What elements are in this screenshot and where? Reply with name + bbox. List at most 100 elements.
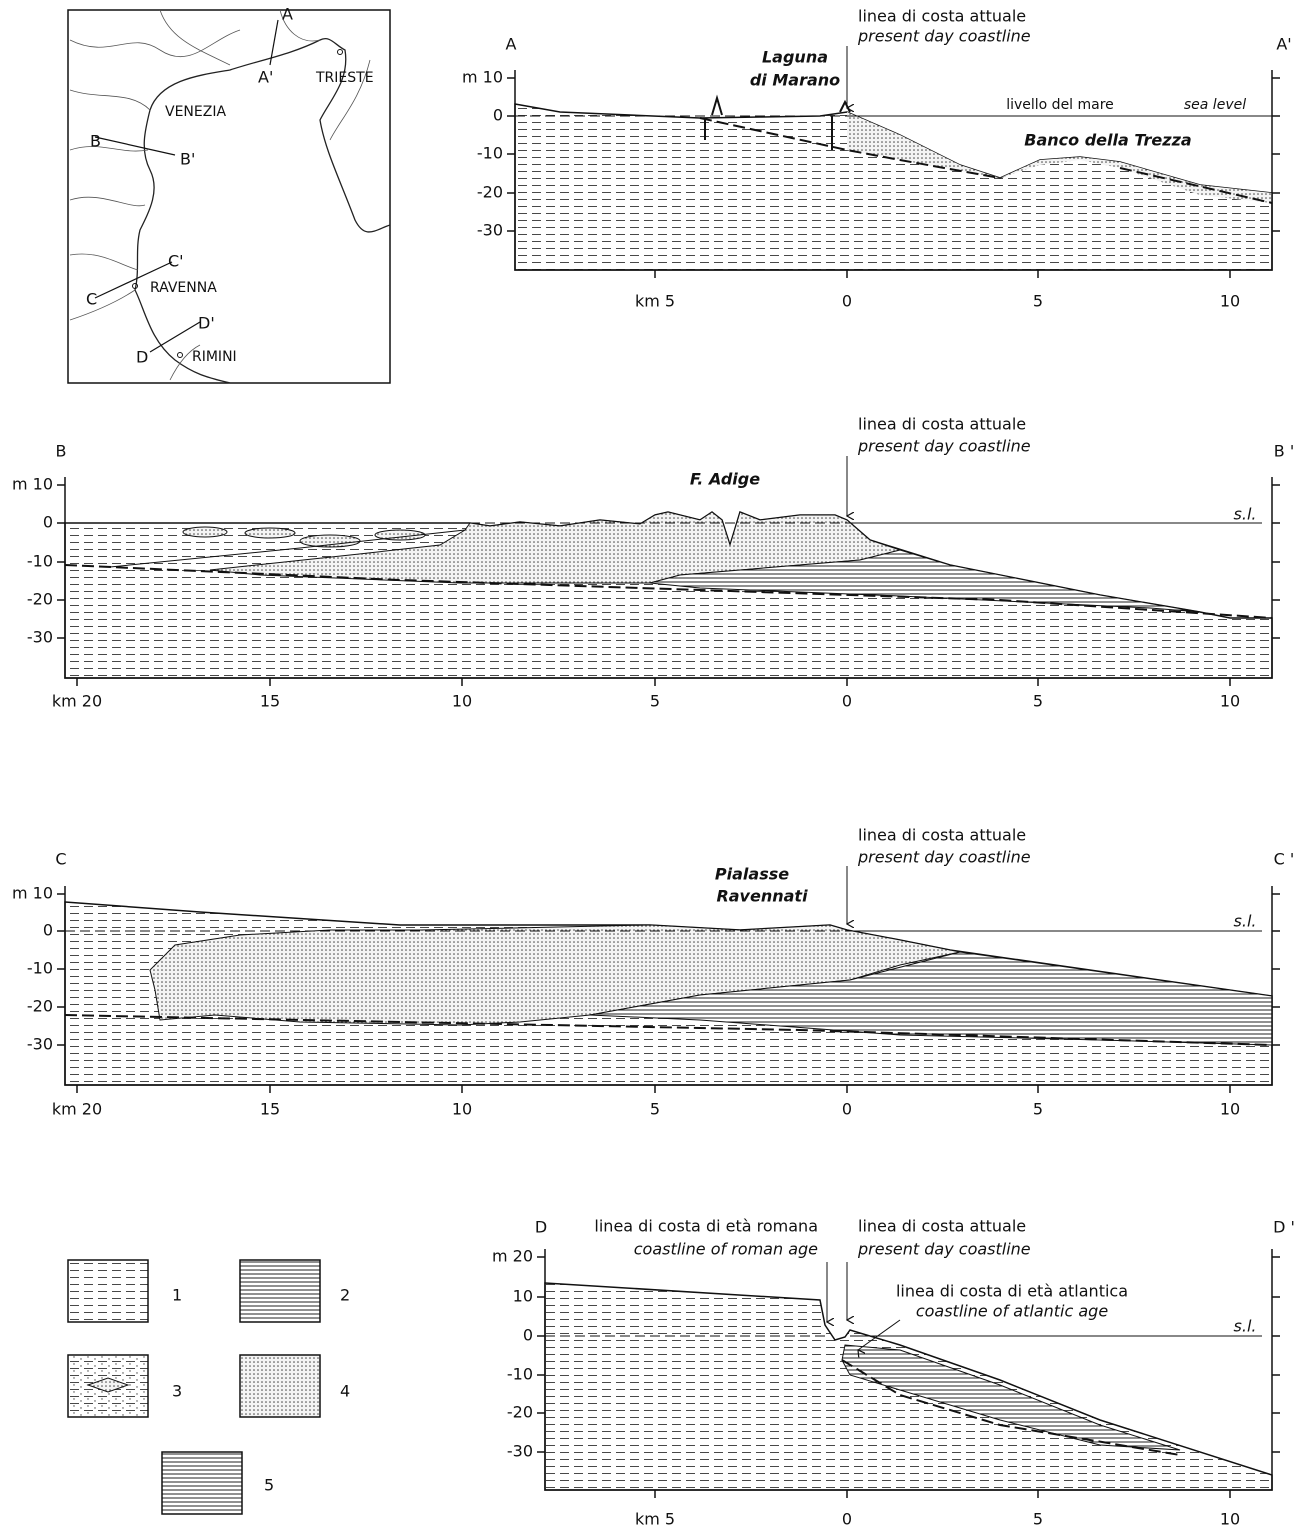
section-c-geology	[64, 901, 1273, 1086]
legend: 1 2 3 4 5	[67, 1259, 350, 1515]
sea-level-label: livello del mare	[1006, 97, 1114, 113]
map-label: A	[282, 5, 293, 24]
place-label: Ravennati	[716, 887, 808, 906]
section-d-geology	[544, 1282, 1273, 1491]
place-label: F. Adige	[690, 470, 760, 489]
y-tick-label: m 10	[462, 68, 503, 87]
x-tick-label: 15	[260, 1100, 280, 1119]
axis-frame	[544, 1249, 1273, 1491]
x-tick-label: km 20	[52, 692, 102, 711]
annotation: linea di costa di età atlantica	[896, 1282, 1128, 1301]
place-label: Pialasse	[715, 865, 789, 884]
section-start-label: A	[506, 35, 517, 54]
map-label: D	[136, 348, 148, 367]
y-tick-label: -10	[477, 144, 503, 163]
x-tick-label: 0	[842, 692, 852, 711]
map-label: B	[90, 132, 101, 151]
x-tick-label: 10	[452, 692, 472, 711]
sea-level-label: sea level	[1184, 97, 1246, 113]
sea-level-label: s.l.	[1234, 912, 1257, 931]
x-tick-label: km 5	[635, 292, 675, 311]
map-label: RIMINI	[192, 349, 237, 365]
annotation: linea di costa attuale	[858, 1217, 1026, 1236]
y-tick-label: -10	[27, 959, 53, 978]
annotation: coastline of atlantic age	[916, 1302, 1109, 1321]
x-tick-label: 10	[1220, 1100, 1240, 1119]
y-tick-label: -30	[507, 1442, 533, 1461]
section-start-label: C	[55, 850, 66, 869]
x-tick-label: 0	[842, 1100, 852, 1119]
axis-frame	[514, 70, 1273, 271]
section-b-geology	[64, 510, 1273, 679]
section-end-label: C '	[1274, 850, 1295, 869]
x-tick-label: 10	[1220, 292, 1240, 311]
y-tick-label: 0	[43, 513, 53, 532]
place-label: Banco della Trezza	[1024, 131, 1191, 150]
annotation: present day coastline	[857, 27, 1031, 46]
x-tick-label: 15	[260, 692, 280, 711]
legend-label: 1	[172, 1286, 182, 1305]
map-label: A'	[258, 68, 273, 87]
map-label: RAVENNA	[150, 280, 217, 296]
y-tick-label: -20	[27, 997, 53, 1016]
place-label: di Marano	[750, 71, 840, 90]
annotation: present day coastline	[857, 848, 1031, 867]
map-label: TRIESTE	[315, 70, 374, 86]
y-tick-label: -30	[27, 1035, 53, 1054]
y-tick-label: m 10	[12, 884, 53, 903]
y-tick-label: 0	[43, 921, 53, 940]
y-tick-label: -20	[477, 183, 503, 202]
y-tick-label: -30	[27, 628, 53, 647]
x-tick-label: 5	[650, 692, 660, 711]
annotation: linea di costa attuale	[858, 415, 1026, 434]
y-tick-label: 10	[513, 1287, 533, 1306]
annotations: linea di costa attuale present day coast…	[594, 7, 1256, 1351]
y-tick-label: -30	[477, 221, 503, 240]
annotation: linea di costa attuale	[858, 826, 1026, 845]
y-tick-label: -10	[27, 552, 53, 571]
sea-level-label: s.l.	[1234, 1317, 1257, 1336]
y-tick-label: -20	[27, 590, 53, 609]
y-tick-label: -20	[507, 1403, 533, 1422]
place-label: Laguna	[762, 48, 828, 67]
legend-label: 5	[264, 1476, 274, 1495]
x-tick-label: 5	[1033, 292, 1043, 311]
legend-label: 4	[340, 1382, 350, 1401]
map-label: B'	[180, 150, 195, 169]
section-start-label: B	[56, 442, 67, 461]
annotation: present day coastline	[857, 437, 1031, 456]
location-map: A A' TRIESTE VENEZIA B B' C' C RAVENNA D…	[67, 5, 391, 384]
section-start-label: D	[535, 1218, 547, 1237]
map-label: C'	[168, 252, 184, 271]
legend-label: 3	[172, 1382, 182, 1401]
x-tick-label: 0	[842, 1510, 852, 1529]
x-tick-label: 10	[1220, 692, 1240, 711]
y-tick-label: m 20	[492, 1247, 533, 1266]
section-a-geology	[514, 94, 1273, 271]
section-end-label: D '	[1273, 1218, 1295, 1237]
x-tick-label: 0	[842, 292, 852, 311]
legend-label: 2	[340, 1286, 350, 1305]
y-tick-label: 0	[493, 106, 503, 125]
annotation: present day coastline	[857, 1240, 1031, 1259]
y-tick-label: m 10	[12, 475, 53, 494]
y-tick-label: -10	[507, 1365, 533, 1384]
axis-frame	[64, 886, 1273, 1086]
x-tick-label: 5	[650, 1100, 660, 1119]
x-tick-label: km 5	[635, 1510, 675, 1529]
section-end-label: A'	[1276, 35, 1291, 54]
annotation: linea di costa di età romana	[594, 1217, 818, 1236]
x-tick-label: km 20	[52, 1100, 102, 1119]
x-tick-label: 5	[1033, 692, 1043, 711]
x-tick-label: 5	[1033, 1100, 1043, 1119]
x-tick-label: 10	[1220, 1510, 1240, 1529]
map-label: D'	[198, 314, 215, 333]
sea-level-label: s.l.	[1234, 505, 1257, 524]
map-label: C	[86, 290, 97, 309]
y-tick-label: 0	[523, 1326, 533, 1345]
annotation: coastline of roman age	[634, 1240, 818, 1259]
section-end-label: B '	[1274, 442, 1294, 461]
x-tick-label: 10	[452, 1100, 472, 1119]
annotation: linea di costa attuale	[858, 7, 1026, 26]
